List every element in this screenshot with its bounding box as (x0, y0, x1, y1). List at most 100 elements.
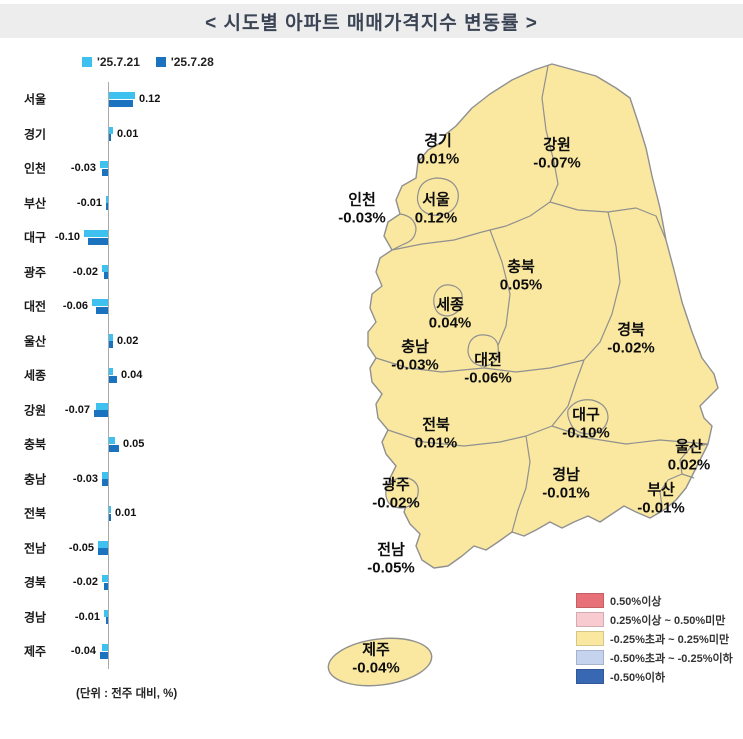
map-region-label: 제주 -0.04% (352, 641, 400, 676)
region-seoul (416, 177, 459, 216)
region-label: 충남 (24, 472, 47, 487)
map-region-label: 인천 -0.03% (338, 191, 386, 226)
value-label: -0.07 (64, 403, 90, 416)
border-gyeongbuk-gyeongnam (551, 425, 709, 445)
legend-label-current-week: '25.7.28 (170, 55, 214, 69)
bar-current-week (109, 444, 119, 452)
border-chungbuk-gyeongbuk (583, 211, 621, 361)
bar-current-week (94, 410, 108, 417)
bar-prev-week (102, 264, 108, 272)
region-name: 인천 (348, 191, 376, 209)
chart-row: 울산 0.02 (20, 324, 320, 359)
chart-row: 세종 0.04 (20, 358, 320, 393)
region-label: 경북 (24, 575, 47, 590)
region-value: -0.03% (338, 209, 386, 226)
region-value: 0.05% (499, 276, 543, 293)
legend-entry-prev-week: '25.7.21 (82, 55, 140, 69)
region-name: 경북 (617, 321, 645, 339)
bar-current-week (104, 582, 108, 590)
value-label: -0.04 (70, 645, 96, 658)
border-chungnam-jeonbuk (375, 357, 485, 373)
map-legend-label: -0.25%초과 ~ 0.25%미만 (610, 633, 730, 646)
region-name: 전남 (377, 541, 405, 559)
map-region-label: 강원 -0.07% (533, 136, 581, 171)
value-label: -0.01 (74, 610, 100, 623)
region-name: 세종 (436, 296, 464, 314)
legend-entry-current-week: '25.7.28 (155, 55, 214, 69)
map-legend-label: 0.25%이상 ~ 0.50%미만 (610, 614, 726, 627)
page-title: < 시도별 아파트 매매가격지수 변동률 > (205, 12, 538, 34)
map-region-label: 경북 -0.02% (607, 321, 655, 356)
value-label: -0.02 (72, 265, 98, 278)
region-label: 부산 (24, 196, 47, 211)
bar-prev-week (109, 437, 115, 444)
chart-row: 광주 -0.02 (20, 255, 320, 290)
region-label: 전북 (24, 506, 47, 521)
region-value: 0.04% (428, 314, 472, 331)
value-label: -0.05 (68, 541, 94, 554)
legend-swatch-prev-week (82, 57, 92, 67)
region-name: 부산 (647, 481, 675, 499)
value-label: -0.03 (72, 472, 98, 485)
chart-row: 전남 -0.05 (20, 531, 320, 566)
bar-current-week (109, 375, 117, 383)
chart-row: 강원 -0.07 (20, 393, 320, 428)
map-region-label: 대전 -0.06% (464, 351, 512, 386)
region-name: 전북 (422, 416, 450, 434)
region-value: -0.01% (542, 484, 590, 501)
region-value: -0.03% (391, 356, 439, 373)
bar-current-week (96, 306, 108, 314)
bar-prev-week (96, 402, 108, 410)
bar-chart-rows: 서울 0.12 경기 0.01 인천 -0.03 (20, 82, 320, 669)
bar-prev-week (104, 609, 108, 617)
title-bar: < 시도별 아파트 매매가격지수 변동률 > (0, 4, 743, 38)
map-legend-swatch (576, 669, 604, 684)
map-legend-swatch (576, 612, 604, 627)
chart-row: 경남 -0.01 (20, 600, 320, 635)
map-legend-label: -0.50%이하 (610, 671, 666, 684)
chart-row: 부산 -0.01 (20, 186, 320, 221)
map-color-legend: 0.50%이상 0.25%이상 ~ 0.50%미만 -0.25%초과 ~ 0.2… (576, 591, 738, 686)
region-label: 강원 (24, 403, 47, 418)
bar-current-week (102, 168, 108, 176)
chart-row: 인천 -0.03 (20, 151, 320, 186)
region-name: 경남 (552, 466, 580, 484)
region-label: 광주 (24, 265, 47, 280)
chart-row: 충북 0.05 (20, 427, 320, 462)
map-region-label: 전북 0.01% (415, 416, 458, 451)
region-value: 0.01% (414, 434, 458, 451)
bar-chart-panel: '25.7.21 '25.7.28 서울 0.12 경기 (20, 54, 320, 701)
map-region-label: 충북 0.05% (500, 258, 543, 293)
bar-current-week (109, 513, 111, 521)
map-region-label: 경기 0.01% (417, 132, 460, 167)
region-label: 전남 (24, 541, 47, 556)
region-value: 0.12% (414, 209, 458, 226)
map-region-label: 세종 0.04% (429, 296, 472, 331)
map-legend-row: -0.50%이하 (576, 667, 738, 686)
bar-current-week (88, 237, 108, 245)
region-name: 대구 (572, 406, 600, 424)
region-name: 충북 (507, 258, 535, 276)
region-label: 서울 (24, 92, 47, 107)
region-label: 울산 (24, 334, 47, 349)
map-region-label: 울산 0.02% (668, 438, 711, 473)
region-label: 제주 (24, 644, 47, 659)
region-label: 경기 (24, 127, 47, 142)
bar-prev-week (100, 161, 108, 168)
region-value: -0.02% (607, 339, 655, 356)
map-region-label: 충남 -0.03% (391, 338, 439, 373)
zero-axis-line (108, 82, 109, 669)
region-value: -0.01% (637, 499, 685, 516)
value-label: 0.02 (117, 334, 139, 347)
korea-map (327, 63, 719, 687)
map-legend-swatch (576, 631, 604, 646)
bar-current-week (102, 479, 108, 486)
map-region-label: 광주 -0.02% (372, 476, 420, 511)
border-chungbuk-south (483, 359, 585, 373)
value-label: 0.12 (139, 93, 161, 106)
bar-prev-week (98, 540, 108, 548)
map-legend-row: -0.50%초과 ~ -0.25%이하 (576, 648, 738, 667)
value-label: -0.03 (70, 162, 96, 175)
map-legend-row: 0.25%이상 ~ 0.50%미만 (576, 610, 738, 629)
region-label: 대전 (24, 299, 47, 314)
